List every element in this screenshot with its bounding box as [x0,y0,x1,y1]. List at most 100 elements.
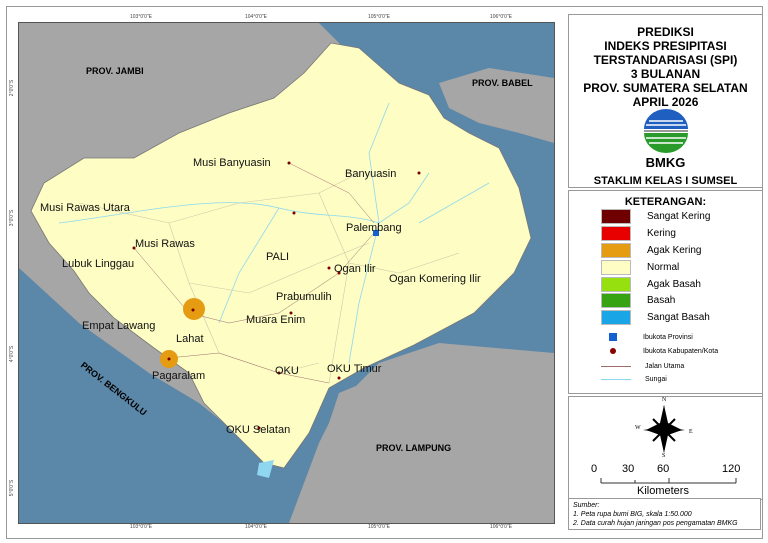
legend-item: Sangat Kering [601,209,710,224]
title-line: INDEKS PRESIPITASI [604,39,727,53]
legend-symbol: Ibukota Kabupaten/Kota [610,348,718,355]
label-prabumulih: Prabumulih [276,291,332,303]
legend-label: Sangat Kering [647,211,711,223]
sea [19,23,554,523]
legend-swatch [601,293,631,308]
north-arrow-icon [600,405,737,484]
legend-item: Kering [601,226,676,241]
legend-item: Basah [601,293,675,308]
legend-item: Agak Basah [601,277,701,292]
label-lahat: Lahat [176,333,204,345]
legend-symbol: Sungai [601,376,667,383]
label-banyuasin: Banyuasin [345,168,397,180]
legend-label: Ibukota Provinsi [643,333,693,341]
lon-tick: 106°0'0"E [490,524,512,530]
lat-tick: 2°0'0"S [9,79,15,97]
scale-tick-label: 60 [657,463,670,475]
main-roads [133,162,375,384]
label-musi-banyuasin: Musi Banyuasin [193,157,271,169]
legend-panel: KETERANGAN: Sangat Kering Kering Agak Ke… [568,190,763,394]
legend-symbol: Ibukota Provinsi [609,333,693,341]
square-icon [609,333,617,341]
source-heading: Sumber: [573,502,600,509]
legend-label: Agak Kering [647,245,702,257]
title-panel: PREDIKSI INDEKS PRESIPITASI TERSTANDARIS… [568,14,763,188]
legend-symbol: Jalan Utama [601,363,684,370]
compass-s: S [662,453,666,459]
bmkg-logo [643,109,688,153]
lon-tick: 103°0'0"E [130,524,152,530]
lon-tick: 105°0'0"E [368,14,390,20]
legend-swatch [601,310,631,325]
scale-tick-label: 120 [722,463,741,475]
legend-swatch [601,209,631,224]
compass-scale-panel: N S W E 0 30 60 120 Kilometers [568,396,763,500]
label-palembang: Palembang [346,222,402,234]
label-musi-rawas: Musi Rawas [135,238,195,250]
compass-e: E [689,429,693,435]
source-panel: Sumber: 1. Peta rupa bumi BIG, skala 1:5… [568,498,761,530]
label-prov-babel: PROV. BABEL [472,78,533,88]
label-oku-selatan: OKU Selatan [226,424,291,436]
lon-tick: 104°0'0"E [245,14,267,20]
legend-label: Ibukota Kabupaten/Kota [643,348,719,355]
legend-label: Agak Basah [647,279,701,291]
label-oku: OKU [275,365,299,377]
dot-icon [610,348,616,355]
map-canvas[interactable] [18,22,555,524]
sumsel-province[interactable] [30,42,532,469]
lampung-land [289,353,554,523]
source-item: 2. Data curah hujan jaringan pos pengama… [573,520,738,527]
source-item: 1. Peta rupa bumi BIG, skala 1:50.000 [573,511,692,518]
legend-swatch [601,277,631,292]
legend-swatch [601,243,631,258]
title-line: 3 BULANAN [630,67,701,81]
lon-tick: 106°0'0"E [490,14,512,20]
legend-item: Sangat Basah [601,310,710,325]
label-musi-rawas-utara: Musi Rawas Utara [40,202,130,214]
lon-tick: 104°0'0"E [245,524,267,530]
legend-label: Kering [647,228,676,240]
legend-label: Basah [647,295,676,307]
legend-label: Sungai [645,376,667,383]
lon-tick: 103°0'0"E [130,14,152,20]
legend-label: Sangat Basah [647,312,710,324]
rivers [58,102,490,364]
label-ogan-ilir: Ogan Ilir [334,263,376,275]
label-pagaralam: Pagaralam [152,370,206,382]
title-line: PROV. SUMATERA SELATAN [583,81,748,95]
label-lubuk-linggau: Lubuk Linggau [62,258,135,270]
river-line-icon [601,378,631,380]
scale-tick-label: 0 [591,463,598,475]
label-oki: Ogan Komering Ilir [389,273,481,285]
office-name: STAKLIM KELAS I SUMSEL [593,175,738,187]
org-name: BMKG [645,155,686,170]
province-capital-marker [373,230,379,236]
title-line: PREDIKSI [637,25,694,39]
title-line: APRIL 2026 [632,95,699,109]
legend-swatch [601,226,631,241]
road-line-icon [601,365,631,367]
label-muara-enim: Muara Enim [246,314,306,326]
scale-tick-label: 30 [622,463,635,475]
legend-label: Normal [647,262,680,274]
legend-label: Jalan Utama [645,363,685,370]
legend-swatch [601,260,631,275]
lon-tick: 105°0'0"E [368,524,390,530]
label-pali: PALI [266,251,290,263]
lat-tick: 4°0'0"S [9,345,15,363]
legend-item: Agak Kering [601,243,701,258]
label-oku-timur: OKU Timur [327,363,382,375]
scale-unit: Kilometers [637,485,689,497]
regency-capital-markers [132,161,421,430]
lat-tick: 5°0'0"S [9,479,15,497]
compass-n: N [662,397,667,403]
label-prov-jambi: PROV. JAMBI [86,66,144,76]
bangka-island [439,68,554,143]
label-empat-lawang: Empat Lawang [82,320,156,332]
legend-item: Normal [601,260,679,275]
map-svg [19,23,554,523]
lat-tick: 3°0'0"S [9,209,15,227]
label-prov-lampung: PROV. LAMPUNG [376,443,452,453]
legend-heading: KETERANGAN: [624,196,707,208]
